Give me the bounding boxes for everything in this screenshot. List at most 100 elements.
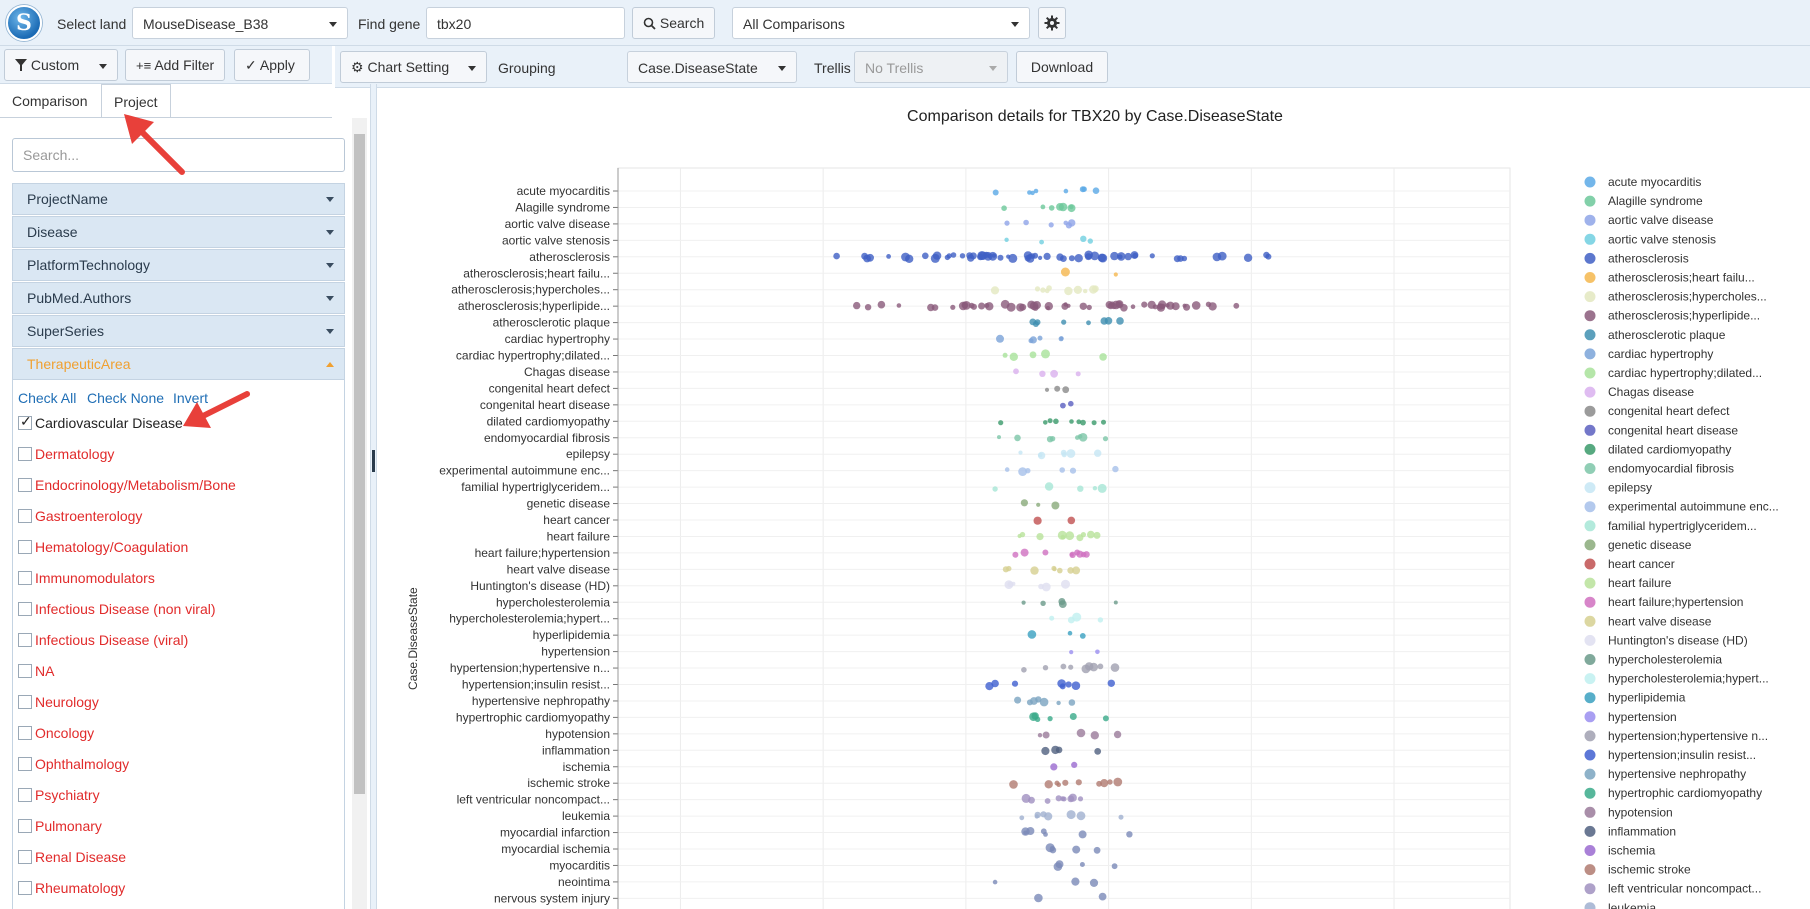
therapeutic-area-label: Immunomodulators [35, 570, 155, 586]
therapeutic-area-option[interactable]: Dermatology [18, 446, 114, 466]
therapeutic-area-label: Dermatology [35, 446, 115, 462]
therapeutic-area-option[interactable]: Hematology/Coagulation [18, 539, 188, 559]
facet-label: TherapeuticArea [27, 356, 131, 372]
checkbox[interactable] [18, 695, 32, 709]
legend-marker [1584, 692, 1596, 704]
y-tick-label: heart failure [547, 529, 611, 543]
data-point [1013, 368, 1019, 375]
checkbox[interactable] [18, 664, 32, 678]
facet-platformtechnology[interactable]: PlatformTechnology [12, 249, 345, 281]
data-point [1149, 253, 1155, 259]
data-point [1147, 300, 1156, 309]
gene-input[interactable]: tbx20 [426, 7, 625, 39]
checkbox[interactable] [18, 602, 32, 616]
sidebar-scroll-thumb[interactable] [354, 134, 365, 794]
data-point [1078, 830, 1087, 839]
checkbox[interactable] [18, 478, 32, 492]
custom-button[interactable]: Custom [4, 49, 118, 81]
panel-splitter[interactable] [370, 84, 377, 909]
checkbox[interactable] [18, 726, 32, 740]
chevron-down-icon [1011, 22, 1019, 27]
data-point [1098, 892, 1107, 901]
settings-button[interactable] [1038, 7, 1066, 39]
checkbox[interactable] [18, 850, 32, 864]
facet-therapeuticarea[interactable]: TherapeuticArea [12, 348, 345, 380]
check-all-link[interactable]: Check All [18, 390, 77, 406]
therapeutic-area-option[interactable]: Renal Disease [18, 849, 126, 869]
apply-button[interactable]: ✓ Apply [234, 49, 310, 81]
therapeutic-area-label: Gastroenterology [35, 508, 143, 524]
data-point [1040, 287, 1046, 293]
search-placeholder: Search... [23, 147, 80, 163]
therapeutic-area-option[interactable]: Neurology [18, 694, 99, 714]
comparisons-select[interactable]: All Comparisons [732, 7, 1030, 39]
therapeutic-area-option[interactable]: Pulmonary [18, 818, 102, 838]
data-point [1056, 203, 1064, 211]
custom-button-label: Custom [30, 57, 80, 73]
data-point [1042, 665, 1049, 671]
data-point [1060, 402, 1066, 409]
therapeutic-area-option[interactable]: Ophthalmology [18, 756, 129, 776]
data-point [1069, 419, 1074, 424]
therapeutic-area-label: NA [35, 663, 55, 679]
data-point [950, 252, 957, 258]
tab-comparison[interactable]: Comparison [0, 84, 99, 118]
data-point [1019, 531, 1026, 538]
data-point [1079, 862, 1085, 867]
legend-marker [1584, 768, 1596, 780]
data-point [1092, 486, 1098, 491]
legend-label: cardiac hypertrophy;dilated... [1608, 366, 1762, 380]
therapeutic-area-option[interactable]: Immunomodulators [18, 570, 155, 590]
check-none-link[interactable]: Check None [87, 390, 165, 406]
search-button[interactable]: Search [632, 7, 716, 39]
checkbox[interactable] [18, 881, 32, 895]
therapeutic-area-option[interactable]: Endocrinology/Metabolism/Bone [18, 477, 236, 497]
invert-link[interactable]: Invert [173, 390, 209, 406]
data-point [1066, 449, 1076, 458]
legend-label: left ventricular noncompact... [1608, 882, 1761, 896]
data-point [988, 251, 998, 261]
checkbox[interactable] [18, 540, 32, 554]
data-point [1044, 798, 1051, 804]
facet-projectname[interactable]: ProjectName [12, 183, 345, 215]
download-button[interactable]: Download [1016, 51, 1108, 83]
therapeutic-area-option[interactable]: Infectious Disease (non viral) [18, 601, 216, 621]
legend-label: atherosclerosis;hypercholes... [1608, 290, 1767, 304]
facet-superseries[interactable]: SuperSeries [12, 315, 345, 347]
data-point [1037, 733, 1043, 738]
data-point [1047, 716, 1053, 722]
therapeutic-area-option[interactable]: Cardiovascular Disease [18, 413, 183, 435]
checkbox[interactable] [18, 413, 32, 430]
checkbox[interactable] [18, 447, 32, 461]
therapeutic-area-option[interactable]: Psychiatry [18, 787, 100, 807]
y-axis-label: Case.DiseaseState [406, 587, 420, 690]
therapeutic-area-option[interactable]: Infectious Disease (viral) [18, 632, 188, 652]
add-filter-button[interactable]: +≡ Add Filter [125, 49, 226, 81]
checkbox[interactable] [18, 571, 32, 585]
therapeutic-area-label: Infectious Disease (viral) [35, 632, 189, 648]
data-point [1107, 302, 1115, 310]
facet-pubmed-authors[interactable]: PubMed.Authors [12, 282, 345, 314]
checkbox[interactable] [18, 788, 32, 802]
data-point [922, 252, 929, 260]
facet-disease[interactable]: Disease [12, 216, 345, 248]
chart-setting-button[interactable]: ⚙ Chart Setting [340, 51, 487, 83]
checkbox[interactable] [18, 633, 32, 647]
legend-marker [1584, 291, 1596, 303]
checkbox[interactable] [18, 757, 32, 771]
therapeutic-area-option[interactable]: Oncology [18, 725, 94, 745]
therapeutic-area-option[interactable]: Rheumatology [18, 880, 125, 900]
app-logo[interactable]: S [6, 5, 42, 41]
grouping-select[interactable]: Case.DiseaseState [627, 51, 797, 83]
legend-marker [1584, 596, 1596, 608]
legend-label: ischemic stroke [1608, 863, 1691, 877]
chart-title: Comparison details for TBX20 by Case.Dis… [907, 108, 1283, 125]
land-select[interactable]: MouseDisease_B38 [132, 7, 348, 39]
legend-marker [1584, 463, 1596, 474]
trellis-select[interactable]: No Trellis [854, 51, 1008, 83]
checkbox[interactable] [18, 819, 32, 833]
therapeutic-area-option[interactable]: NA [18, 663, 54, 683]
splitter-grip-icon[interactable] [372, 450, 375, 472]
checkbox[interactable] [18, 509, 32, 523]
therapeutic-area-option[interactable]: Gastroenterology [18, 508, 142, 528]
